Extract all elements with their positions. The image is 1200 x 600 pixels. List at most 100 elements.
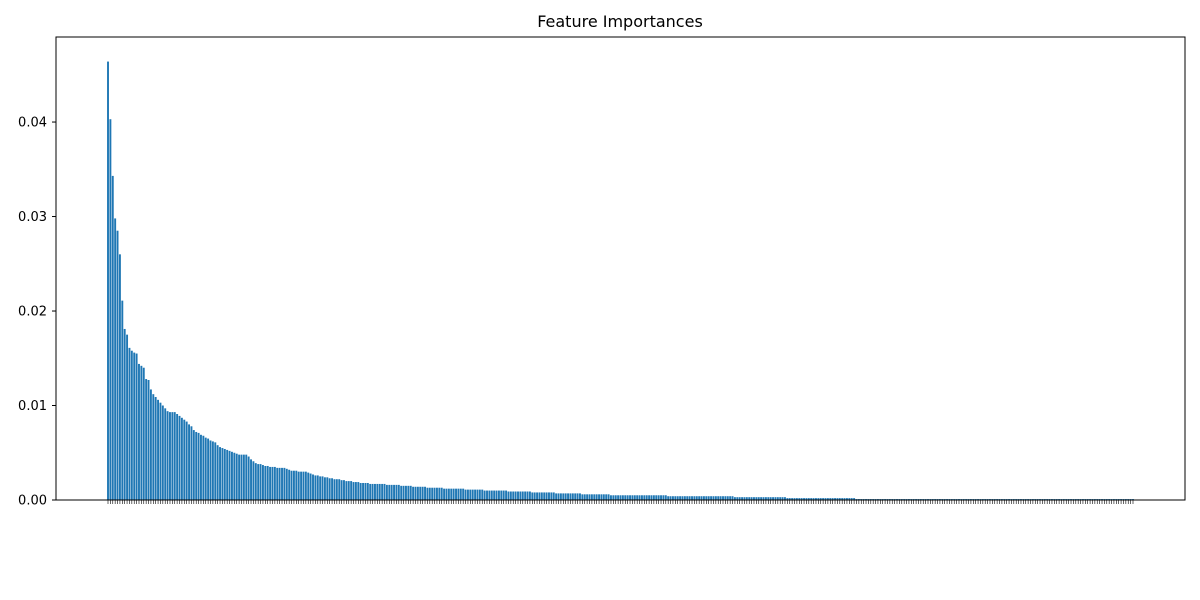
bar [731,496,734,500]
bar [436,487,438,500]
bar [292,470,295,500]
bar [812,498,815,500]
bar [669,496,672,500]
bar [605,494,608,500]
bar [710,496,713,500]
bar [843,498,846,500]
bar [557,493,560,500]
bar [729,496,732,500]
bar [159,402,162,500]
bar [266,465,269,500]
bar [600,494,603,500]
bar [705,496,708,500]
bar [211,441,214,500]
bar [483,490,486,500]
bar [538,492,541,500]
bar [412,486,415,500]
bar [424,486,426,500]
bar [781,497,784,500]
bar [283,467,286,500]
bar [769,497,772,500]
bar [278,467,281,500]
bar [607,494,610,500]
bar [233,452,236,500]
bar [848,498,851,500]
bar [788,498,791,500]
bar [326,477,329,500]
bar [619,495,622,500]
bar [579,493,581,500]
bar [452,488,455,500]
bar [457,488,460,500]
y-tick-label: 0.04 [18,116,47,131]
bar [748,497,751,500]
bar [259,464,262,500]
bar [743,497,746,500]
bar [757,497,760,500]
bar [674,496,677,500]
bar [664,495,667,500]
bar [519,491,522,500]
bar [836,498,839,500]
bar [540,492,543,500]
bar [803,498,805,500]
bar [135,353,138,500]
bar [204,437,207,500]
bar [676,496,679,500]
bar [221,448,224,500]
bar [247,456,250,500]
bar [331,478,334,500]
bar [288,469,291,500]
bar [641,495,643,500]
bar [533,492,536,500]
bar [683,496,686,500]
bar [793,498,796,500]
bar [455,488,457,500]
bar [822,498,825,500]
bar [180,417,183,500]
bar [209,440,212,500]
bar [245,454,248,500]
bar [698,496,701,500]
bar [445,488,448,500]
bar [290,470,293,500]
bar [521,491,524,500]
bar [314,475,317,500]
bar [774,497,777,500]
bar [750,497,753,500]
bar [471,489,474,500]
bar [602,494,605,500]
bar [269,466,272,500]
bar [216,445,219,500]
bar [846,498,848,500]
bar [638,495,641,500]
bar [660,495,662,500]
bar [686,496,689,500]
bar [369,483,372,500]
bar [130,350,133,500]
bar [202,435,205,500]
bar [197,432,200,500]
bar [443,488,446,500]
bar [383,483,386,500]
bar [767,497,770,500]
bar [626,495,629,500]
bar [338,479,341,500]
bar [555,493,558,500]
bar [347,481,350,500]
bar [421,486,424,500]
bar [409,485,412,500]
x-axis-ticks [107,500,1134,504]
bar [784,497,786,500]
bar [376,483,379,500]
bar [753,497,755,500]
bars-group [107,61,1134,501]
bar [359,482,362,500]
bar [700,496,703,500]
bar [762,497,765,500]
bar [228,450,231,500]
bar [319,476,322,500]
bar [850,498,853,500]
bar [378,483,381,500]
